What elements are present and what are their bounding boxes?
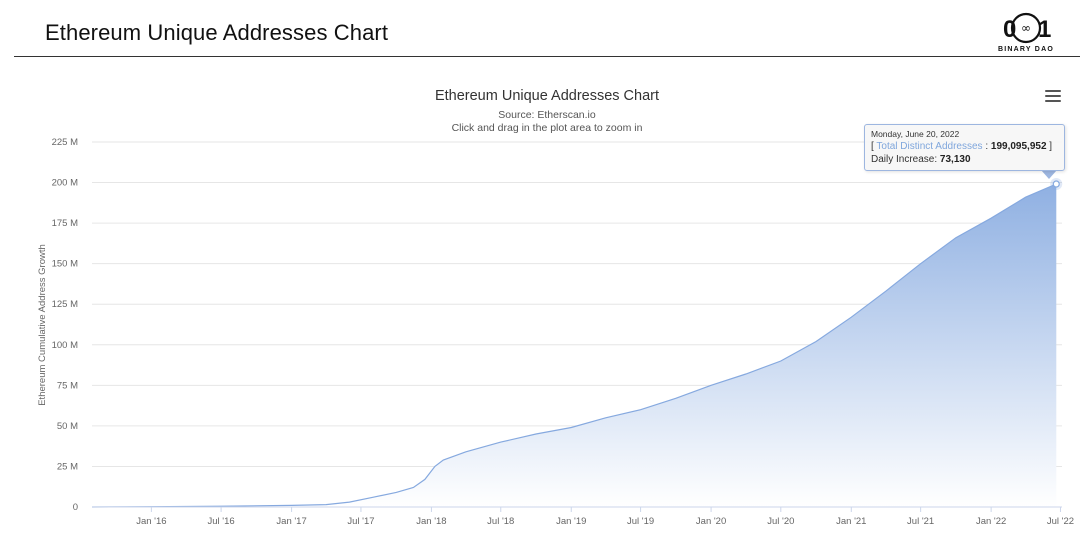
x-tick-label: Jan '21 [836, 516, 866, 527]
chart-menu-button[interactable] [1045, 90, 1061, 104]
x-tick-label: Jul '21 [907, 516, 934, 527]
tooltip-increase-row: Daily Increase: 73,130 [871, 154, 971, 165]
x-tick-label: Jan '22 [976, 516, 1006, 527]
x-tick-label: Jul '20 [767, 516, 794, 527]
x-tick-label: Jan '17 [276, 516, 306, 527]
y-tick-label: 150 M [52, 259, 78, 270]
chart-zoom-hint: Click and drag in the plot area to zoom … [452, 122, 643, 134]
y-tick-label: 225 M [52, 137, 78, 148]
logo-glyph-right: 1 [1038, 16, 1051, 43]
tooltip-date: Monday, June 20, 2022 [871, 129, 960, 139]
x-tick-label: Jul '19 [627, 516, 654, 527]
binary-dao-logo: 0 ∞ 1 BINARY DAO [995, 10, 1057, 56]
tooltip-pointer [1041, 170, 1057, 179]
logo-mark-icon: 0 ∞ 1 [1003, 12, 1051, 44]
y-tick-label: 175 M [52, 218, 78, 229]
tooltip-increase-value: 73,130 [939, 154, 971, 165]
y-tick-label: 75 M [57, 380, 78, 391]
header-divider [14, 56, 1080, 57]
x-tick-label: Jul '16 [208, 516, 235, 527]
x-tick-label: Jan '16 [136, 516, 166, 527]
logo-text: BINARY DAO [998, 46, 1054, 53]
hover-point[interactable] [1052, 180, 1060, 188]
hamburger-icon-bar [1045, 95, 1061, 97]
logo-glyph-left: 0 [1003, 16, 1016, 43]
chart-tooltip: Monday, June 20, 2022 [ Total Distinct A… [864, 124, 1065, 171]
series-line[interactable] [91, 183, 1057, 508]
hamburger-icon-bar [1045, 100, 1061, 102]
page-title: Ethereum Unique Addresses Chart [45, 20, 389, 45]
y-tick-label: 0 [73, 502, 78, 513]
x-tick-label: Jul '17 [347, 516, 374, 527]
y-tick-label: 25 M [57, 461, 78, 472]
page-header: Ethereum Unique Addresses Chart 0 ∞ 1 BI… [0, 0, 1080, 58]
logo-glyph-mid: ∞ [1021, 21, 1031, 35]
x-tick-label: Jan '19 [556, 516, 586, 527]
y-tick-label: 125 M [52, 299, 78, 310]
tooltip-series-row: [ Total Distinct Addresses : 199,095,952… [871, 141, 1053, 152]
y-tick-label: 50 M [57, 421, 78, 432]
hamburger-icon-bar [1045, 90, 1061, 92]
y-tick-label: 200 M [52, 178, 78, 189]
x-tick-label: Jul '22 [1047, 516, 1074, 527]
chart-title: Ethereum Unique Addresses Chart [435, 88, 659, 104]
tooltip-series-label: Total Distinct Addresses [876, 141, 983, 152]
x-tick-label: Jan '18 [416, 516, 446, 527]
y-axis-label: Ethereum Cumulative Address Growth [37, 244, 48, 406]
x-tick-label: Jan '20 [696, 516, 726, 527]
series-area[interactable] [92, 184, 1057, 507]
x-tick-label: Jul '18 [487, 516, 514, 527]
tooltip-series-value: 199,095,952 [990, 141, 1047, 152]
tooltip-increase-label: Daily Increase [871, 154, 935, 165]
y-tick-label: 100 M [52, 340, 78, 351]
chart-subtitle: Source: Etherscan.io [498, 109, 596, 121]
